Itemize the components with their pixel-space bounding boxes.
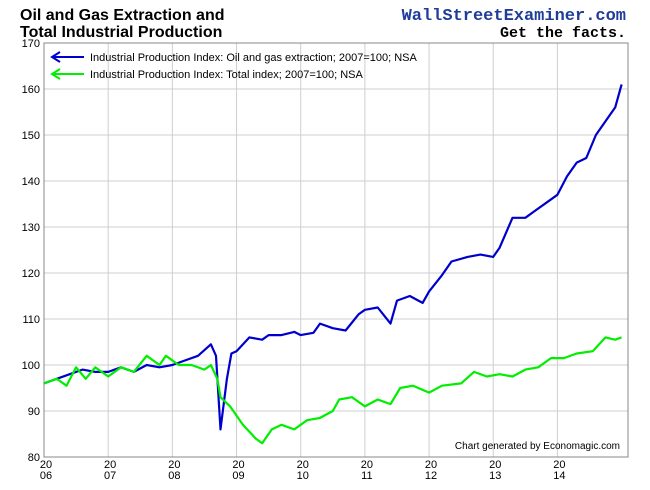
chart-title: Oil and Gas Extraction and (20, 7, 225, 24)
x-tick-label: 20 (489, 459, 501, 471)
x-tick-label: 11 (361, 470, 372, 482)
y-tick-label: 80 (28, 452, 40, 464)
line (43, 336, 622, 445)
x-tick-label: 06 (40, 470, 52, 482)
x-tick-label: 20 (361, 459, 373, 471)
legend-label: Industrial Production Index: Oil and gas… (90, 52, 417, 64)
y-tick-label: 160 (22, 84, 40, 96)
x-tick-label: 20 (553, 459, 565, 471)
y-tick-label: 150 (22, 130, 40, 142)
y-tick-label: 120 (22, 268, 40, 280)
legend-label: Industrial Production Index: Total index… (90, 69, 363, 81)
x-tick-label: 12 (425, 470, 437, 482)
x-tick-label: 20 (232, 459, 244, 471)
tagline: Get the facts. (500, 25, 626, 42)
x-tick-label: 20 (104, 459, 116, 471)
y-tick-label: 140 (22, 176, 40, 188)
watermark: WallStreetExaminer.com (402, 7, 626, 26)
x-tick-label: 07 (104, 470, 116, 482)
y-tick-label: 130 (22, 222, 40, 234)
y-tick-label: 110 (22, 314, 40, 326)
x-tick-label: 20 (425, 459, 437, 471)
x-tick-label: 08 (168, 470, 180, 482)
y-tick-label: 90 (28, 406, 40, 418)
x-tick-label: 20 (168, 459, 180, 471)
x-tick-label: 10 (297, 470, 309, 482)
legend-arrow (50, 51, 61, 63)
plot-frame (43, 42, 629, 458)
legend-arrow (50, 68, 61, 80)
x-tick-label: 13 (489, 470, 501, 482)
line (43, 84, 623, 431)
x-tick-label: 09 (232, 470, 244, 482)
x-tick-label: 20 (40, 459, 52, 471)
y-tick-label: 170 (22, 38, 40, 50)
chart-title: Total Industrial Production (20, 24, 222, 41)
credit: Chart generated by Economagic.com (455, 441, 620, 452)
y-tick-label: 100 (22, 360, 40, 372)
x-tick-label: 20 (297, 459, 309, 471)
x-tick-label: 14 (553, 470, 565, 482)
